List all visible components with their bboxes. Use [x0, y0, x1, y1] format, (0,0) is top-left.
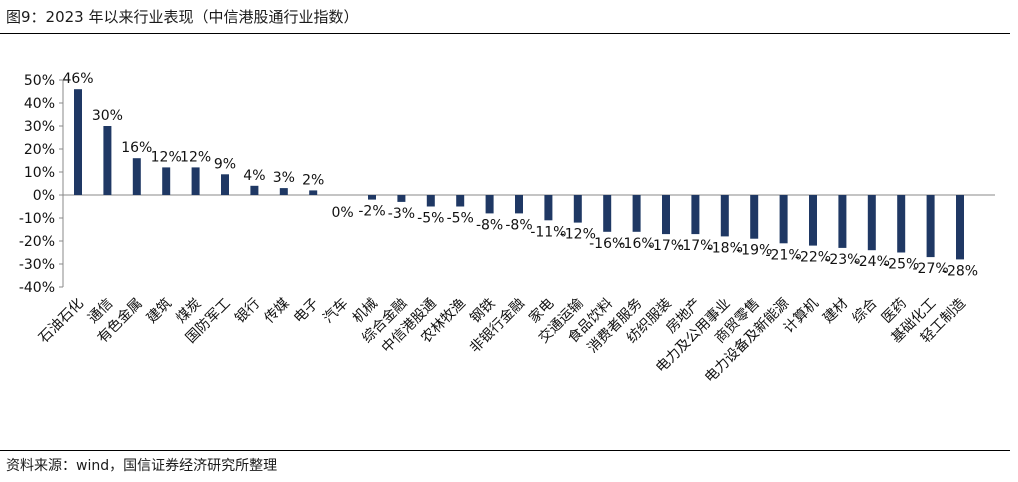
bar [897, 195, 906, 253]
data-label: -5% [447, 211, 474, 227]
bar [867, 195, 876, 251]
bar [309, 190, 318, 195]
data-label: -8% [505, 217, 532, 233]
data-label: -17% [677, 238, 713, 254]
y-tick-label: 50% [24, 73, 55, 89]
source-note: 资料来源：wind，国信证券经济研究所整理 [6, 458, 278, 474]
x-tick-label: 综合 [850, 296, 881, 327]
x-tick-label: 非银行金融 [467, 296, 528, 357]
bar [397, 195, 406, 202]
y-tick-label: 0% [33, 188, 55, 204]
data-label: -16% [619, 236, 655, 252]
data-label: -2% [358, 204, 385, 220]
x-tick-label: 电子 [291, 296, 322, 327]
bar [191, 167, 200, 195]
bar [279, 188, 288, 195]
bar [103, 126, 112, 195]
y-tick-label: 40% [24, 96, 55, 112]
x-tick-label: 石油石化 [36, 296, 87, 347]
data-label: 3% [273, 170, 295, 186]
y-tick-label: 30% [24, 119, 55, 135]
data-label: 4% [243, 168, 265, 184]
source-divider [0, 450, 1010, 451]
bar [720, 195, 729, 237]
data-label: -24% [854, 254, 890, 270]
bar [515, 195, 523, 214]
bar [74, 89, 82, 195]
data-label: -12% [560, 227, 596, 243]
bar [632, 195, 641, 232]
y-tick-label: -30% [19, 257, 55, 273]
bar-chart: 50% 40% 30% 20% 10% 0% -10% -20% -30% -40% 46% 30%… [19, 71, 995, 386]
data-label: 12% [151, 149, 182, 165]
x-tick-label: 银行 [232, 296, 263, 327]
bar [426, 195, 435, 207]
x-tick-label: 传媒 [262, 296, 293, 327]
data-label: -25% [883, 257, 919, 273]
data-label: -27% [913, 261, 949, 277]
x-tick-label: 建筑 [144, 296, 175, 327]
y-tick-label: -40% [19, 280, 55, 296]
data-label: 16% [121, 140, 152, 156]
bar [573, 195, 582, 223]
x-tick-label: 汽车 [320, 295, 352, 327]
data-label: -28% [942, 263, 978, 279]
bar [750, 195, 759, 239]
bar [221, 174, 229, 195]
data-label: 9% [214, 156, 236, 172]
bar [838, 195, 847, 248]
x-tick-label: 建材 [820, 296, 851, 327]
bar [368, 195, 376, 200]
data-label: -18% [707, 240, 743, 256]
data-label: -23% [824, 252, 860, 268]
bar [250, 185, 259, 195]
title-divider [0, 33, 1010, 34]
data-label: -5% [417, 211, 444, 227]
data-label: -22% [795, 250, 831, 266]
data-label: -16% [589, 236, 625, 252]
chart-title: 图9：2023 年以来行业表现（中信港股通行业指数） [6, 8, 359, 26]
bar [662, 195, 670, 235]
y-tick-label: 20% [24, 142, 55, 158]
bar [485, 195, 494, 214]
data-label: 46% [62, 71, 93, 87]
bar [926, 195, 935, 258]
value-labels: 46%30%16%12%12% 9%4% 3% 2%0% -2% -3% -5% -5% -8%… [62, 71, 978, 279]
bar [603, 195, 612, 232]
data-label: -11% [530, 224, 566, 240]
data-label: 30% [92, 108, 123, 124]
y-tick-label: 10% [24, 165, 55, 181]
data-label: -8% [476, 217, 503, 233]
data-label: 12% [180, 149, 211, 165]
data-label: -19% [736, 243, 772, 259]
data-label: 2% [302, 172, 324, 188]
data-label: 0% [331, 205, 353, 221]
bar [809, 195, 817, 246]
category-labels: 石油石化通信有色金属建筑煤炭国防军工银行传媒电子汽车机械综合金融中信港股通农林牧… [36, 295, 969, 386]
bar [956, 195, 964, 260]
bar [691, 195, 700, 235]
y-tick-label: -10% [19, 211, 55, 227]
bars [74, 89, 964, 260]
data-label: -3% [388, 206, 415, 222]
data-label: -21% [766, 247, 802, 263]
bar [162, 167, 171, 195]
bar [132, 158, 141, 195]
bar [544, 195, 553, 221]
data-label: -17% [648, 238, 684, 254]
bar [779, 195, 788, 244]
y-tick-label: -20% [19, 234, 55, 250]
bar [456, 195, 465, 207]
